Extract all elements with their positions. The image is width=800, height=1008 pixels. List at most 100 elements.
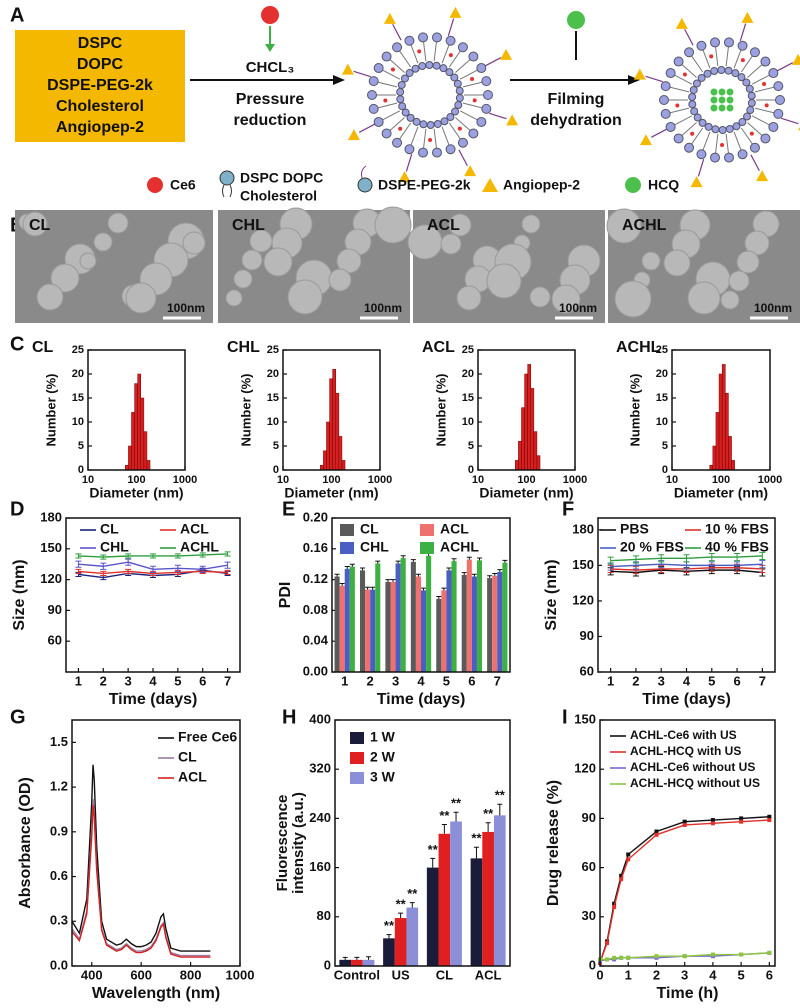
legend-swatch	[350, 772, 364, 784]
angiopep-icon	[347, 129, 360, 141]
lipid-head	[665, 68, 676, 79]
lipid-head	[704, 122, 713, 131]
y-tick-label: 10	[656, 416, 668, 428]
lipid-head	[737, 149, 748, 160]
marker	[767, 814, 772, 819]
marker	[612, 901, 617, 906]
bar	[527, 364, 532, 471]
error-bar	[398, 912, 404, 919]
bar	[131, 412, 135, 471]
x-tick-label: 1	[625, 967, 632, 982]
hcq-dot	[718, 104, 726, 112]
y-tick-label: 5	[78, 440, 84, 452]
panel-label: I	[562, 706, 568, 728]
lipid-tail	[747, 62, 765, 78]
vesicle	[606, 208, 642, 244]
vesicle	[641, 251, 661, 271]
lipid-head	[684, 142, 695, 153]
y-tick-label: 150	[574, 711, 596, 726]
y-tick-label: 0.08	[303, 602, 328, 617]
lipid-head	[446, 113, 455, 122]
marker	[682, 822, 687, 827]
marker	[739, 819, 744, 824]
lipid-head	[710, 152, 721, 163]
peg-chain	[484, 57, 502, 67]
panel-label: F	[562, 498, 574, 520]
lipid-tail	[462, 102, 485, 109]
x-tick-label: 5	[443, 673, 450, 688]
bar	[390, 581, 396, 672]
lipid-tail	[397, 122, 412, 142]
bar	[410, 561, 416, 672]
lipid-tail	[409, 126, 419, 148]
error-bar	[415, 573, 421, 577]
lipid-head	[665, 121, 676, 132]
chart-title: ACL	[422, 339, 455, 356]
vesicle	[663, 249, 691, 277]
bar	[518, 440, 522, 471]
x-tick-label: 7	[224, 673, 231, 688]
legend-label: CL	[178, 749, 197, 765]
error-bar	[446, 567, 452, 571]
bar	[436, 598, 442, 672]
vesicle	[22, 211, 48, 237]
hcq-dot	[710, 104, 718, 112]
lipid-tail	[725, 133, 730, 156]
y-tick-label: 160	[309, 859, 331, 874]
ce6-dot	[764, 103, 769, 108]
bar	[143, 431, 148, 471]
lipid-head	[398, 102, 407, 111]
angiopep-icon	[449, 6, 462, 18]
error-bar	[466, 556, 472, 560]
plot-frame	[671, 349, 771, 471]
bar	[128, 445, 132, 471]
bar	[395, 563, 401, 672]
hcq-dot	[718, 96, 726, 104]
lipid-tail	[701, 131, 711, 153]
x-tick-label: 2	[367, 673, 374, 688]
vesicle	[287, 279, 323, 315]
x-tick-label: 10	[277, 474, 289, 486]
lipid-tail	[725, 44, 730, 67]
legend-label: 20 % FBS	[620, 539, 684, 555]
ce6-dot	[470, 77, 475, 82]
legend-label: HCQ	[648, 177, 679, 193]
lipid-head	[696, 149, 707, 160]
tem-images: CL 100nm CHL 100nm ACL 100nm ACHL 100nm	[15, 206, 800, 323]
lipid-tail	[667, 107, 690, 114]
y-tick-label: 0.3	[50, 913, 68, 928]
lipid-tail	[672, 115, 693, 127]
lipid-head	[688, 93, 697, 102]
lipid-head	[392, 42, 403, 53]
lipid-tail	[667, 86, 690, 93]
angiopep-icon	[383, 12, 396, 24]
error-bar	[395, 560, 401, 564]
lipid-tail	[733, 131, 743, 153]
bar	[370, 589, 376, 672]
plot-frame	[87, 349, 186, 471]
y-tick-label: 90	[48, 602, 62, 617]
error-bar	[453, 811, 459, 822]
lipid-tail	[387, 117, 405, 133]
legend-label: ACHL-Ce6 without US	[630, 760, 755, 774]
error-bar	[224, 561, 231, 569]
ce6-dot	[720, 142, 725, 147]
y-tick-label: 5	[662, 440, 668, 452]
bar	[721, 364, 726, 471]
legend-label: 40 % FBS	[705, 539, 769, 555]
legend-label: ACHL-HCQ without US	[630, 776, 760, 790]
y-tick-label: 0	[662, 464, 668, 476]
lipid-tail	[751, 73, 772, 85]
ce6-dot	[457, 126, 462, 131]
error-bar	[485, 822, 491, 832]
series-line	[71, 764, 211, 952]
bar	[344, 568, 350, 672]
x-axis-label: Time (days)	[377, 691, 466, 708]
scale-label: 100nm	[754, 301, 792, 315]
error-bar	[471, 573, 477, 577]
lipid-head	[747, 91, 756, 100]
bar	[394, 918, 407, 966]
lipid-head	[742, 78, 751, 87]
lipid-icon	[357, 177, 373, 193]
